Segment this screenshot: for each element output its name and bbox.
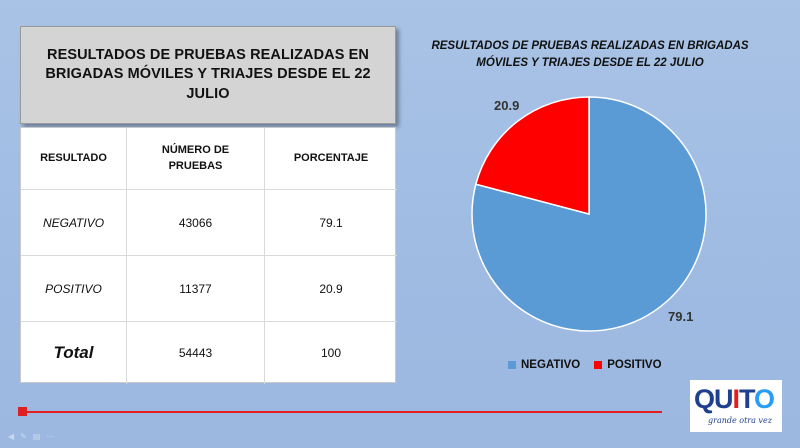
quito-logo: QUITO grande otra vez: [690, 380, 782, 432]
logo-tagline: grande otra vez: [708, 416, 772, 425]
cell-resultado: POSITIVO: [21, 256, 127, 321]
more-icon[interactable]: ⋯: [46, 432, 55, 441]
data-label-positivo: 20.9: [494, 98, 519, 113]
logo-wordmark: QUITO: [694, 384, 775, 414]
header-resultado: RESULTADO: [21, 128, 127, 189]
cell-numero: 43066: [127, 190, 265, 255]
pie-slice-positivo: [474, 96, 590, 215]
header-porcentaje: PORCENTAJE: [293, 151, 369, 164]
table-row: NEGATIVO 43066 79.1: [21, 190, 397, 256]
table-header-row: RESULTADO NÚMERO DE PRUEBAS PORCENTAJE: [21, 128, 397, 190]
results-table: RESULTADO NÚMERO DE PRUEBAS PORCENTAJE N…: [20, 127, 397, 384]
cell-total-label: Total: [21, 322, 127, 384]
table-title: RESULTADOS DE PRUEBAS REALIZADAS EN BRIG…: [45, 46, 371, 102]
cell-resultado: NEGATIVO: [21, 190, 127, 255]
legend-item-negativo: NEGATIVO: [508, 359, 580, 371]
table-total-row: Total 54443 100: [21, 322, 397, 384]
legend-label-negativo: NEGATIVO: [521, 359, 581, 371]
header-numero: NÚMERO DE PRUEBAS: [127, 128, 265, 189]
cell-total-porcentaje: 100: [320, 346, 342, 360]
chart-legend: NEGATIVO POSITIVO: [508, 359, 676, 371]
legend-label-positivo: POSITIVO: [607, 359, 662, 371]
cell-numero: 11377: [127, 256, 265, 321]
table-row: POSITIVO 11377 20.9: [21, 256, 397, 322]
chart-title: RESULTADOS DE PRUEBAS REALIZADAS EN BRIG…: [431, 40, 749, 69]
legend-item-positivo: POSITIVO: [594, 359, 662, 371]
table-title-box: RESULTADOS DE PRUEBAS REALIZADAS EN BRIG…: [20, 26, 396, 124]
prev-slide-icon[interactable]: ◀: [8, 432, 15, 441]
cell-porcentaje: 20.9: [319, 281, 343, 296]
data-label-negativo: 79.1: [668, 309, 693, 324]
cell-total-numero: 54443: [127, 322, 265, 384]
legend-swatch-negativo: [508, 361, 516, 369]
legend-swatch-positivo: [594, 361, 603, 369]
presentation-toolbar: ◀ ✎ ▤ ⋯: [8, 432, 54, 441]
cell-porcentaje: 79.1: [319, 215, 343, 230]
slides-icon[interactable]: ▤: [32, 432, 41, 441]
pen-icon[interactable]: ✎: [20, 432, 27, 441]
accent-line: [22, 411, 662, 413]
